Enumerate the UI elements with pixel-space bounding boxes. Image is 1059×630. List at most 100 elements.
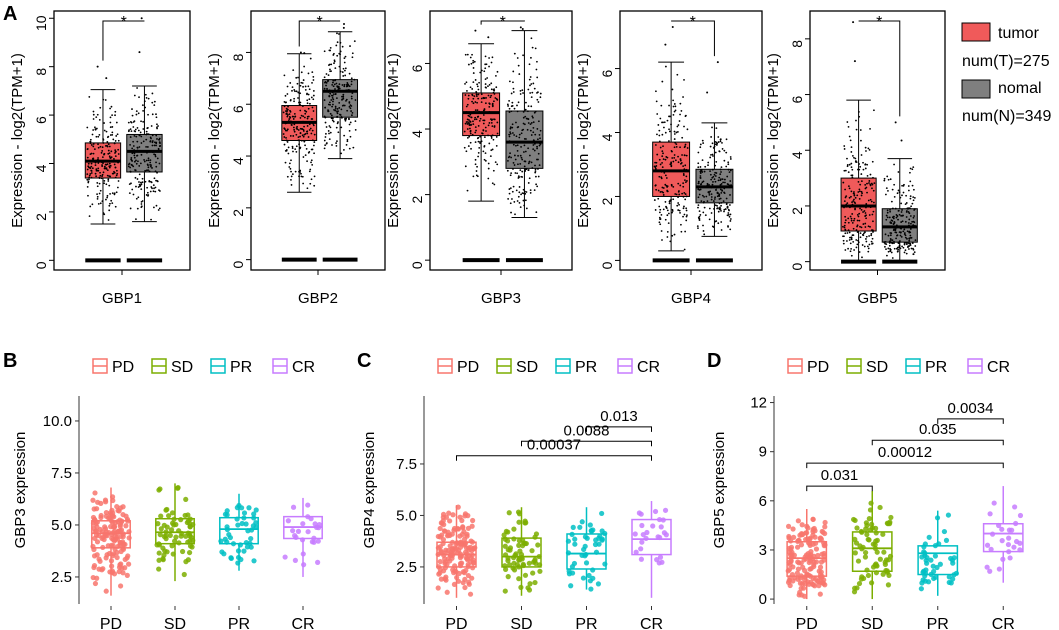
data-point (857, 239, 859, 242)
data-point (334, 79, 337, 81)
box-cr (631, 501, 672, 598)
data-point (291, 89, 293, 92)
data-point (811, 525, 817, 532)
data-point (128, 162, 131, 165)
data-point (88, 178, 90, 181)
data-point (471, 53, 473, 56)
data-point (346, 140, 349, 143)
data-point (297, 97, 299, 99)
data-point (714, 204, 717, 207)
data-point (658, 524, 664, 530)
data-point (93, 148, 96, 151)
data-point (339, 114, 342, 116)
data-point (349, 135, 352, 138)
data-point (592, 541, 599, 548)
data-point (897, 171, 900, 173)
data-point (852, 227, 855, 230)
data-point (139, 131, 142, 134)
data-point (324, 116, 327, 119)
data-point (103, 152, 106, 155)
data-point (674, 159, 677, 162)
data-point (336, 122, 339, 125)
data-point (348, 105, 351, 108)
data-point (102, 171, 105, 174)
data-point (905, 194, 908, 197)
data-point (565, 538, 571, 544)
data-point (117, 161, 119, 164)
data-point (724, 208, 727, 210)
data-point (884, 245, 886, 248)
data-point (900, 221, 903, 223)
data-point (345, 98, 348, 101)
data-point (907, 185, 910, 187)
y-axis-label: Expression - log2(TPM+1) (765, 53, 782, 228)
data-point (308, 88, 311, 91)
data-point (493, 93, 496, 95)
data-point (672, 185, 675, 188)
data-point (843, 169, 846, 172)
data-point (534, 133, 537, 136)
data-point (843, 200, 846, 203)
data-point (684, 164, 687, 167)
data-point (173, 521, 179, 528)
data-point (921, 549, 927, 555)
data-point (148, 180, 151, 183)
data-point (328, 125, 331, 127)
data-point (987, 568, 993, 574)
data-point (852, 192, 855, 195)
data-point (525, 207, 528, 210)
data-point (295, 90, 298, 93)
data-point (91, 517, 98, 523)
data-point (686, 128, 689, 131)
data-point (862, 168, 865, 171)
jitter-points (842, 21, 876, 259)
data-point (873, 570, 880, 576)
data-point (710, 178, 713, 181)
data-point (849, 250, 852, 253)
data-point (109, 192, 111, 195)
data-point (536, 185, 539, 188)
data-point (675, 131, 678, 134)
data-point (141, 104, 144, 107)
data-point (873, 182, 876, 184)
data-point (338, 107, 341, 109)
data-point (117, 153, 120, 155)
data-point (480, 101, 483, 103)
data-point (470, 565, 476, 571)
data-point (328, 64, 330, 67)
data-point (301, 134, 304, 137)
data-point (133, 130, 136, 132)
data-point (351, 92, 354, 95)
data-point (988, 546, 994, 552)
data-point (90, 497, 96, 503)
data-point (857, 241, 860, 244)
data-point (491, 56, 494, 59)
data-point (596, 535, 602, 541)
data-point (478, 81, 480, 84)
jitter-points (127, 17, 162, 221)
data-point (94, 126, 96, 129)
data-point (287, 105, 289, 108)
data-point (806, 581, 812, 587)
data-point (821, 557, 827, 563)
data-point (673, 138, 676, 140)
data-point (659, 146, 662, 149)
data-point (97, 135, 100, 138)
data-point (904, 203, 907, 206)
jitter-points (696, 61, 732, 236)
data-point (92, 152, 95, 155)
data-point (157, 125, 159, 127)
data-point (502, 588, 508, 594)
data-point (86, 168, 89, 171)
data-point (490, 82, 493, 85)
data-point (703, 206, 706, 209)
data-point (856, 194, 859, 197)
data-point (101, 536, 107, 543)
data-point (96, 113, 99, 116)
data-point (344, 74, 347, 77)
data-point (336, 112, 339, 115)
data-point (305, 514, 311, 520)
data-point (522, 111, 525, 113)
data-point (599, 510, 605, 517)
